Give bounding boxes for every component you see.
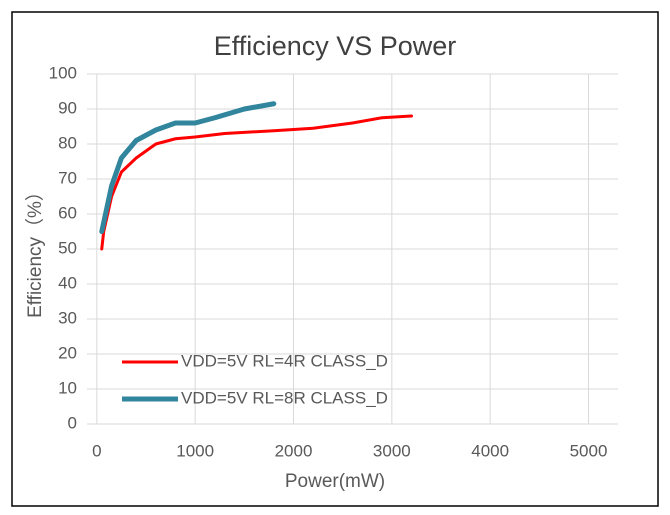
y-tick-label: 10 — [58, 378, 77, 397]
y-tick-label: 30 — [58, 308, 77, 327]
y-tick-label: 100 — [49, 63, 77, 82]
chart-frame — [11, 11, 659, 507]
x-tick-label: 1000 — [176, 441, 214, 460]
data-line — [100, 114, 413, 251]
y-tick-label: 20 — [58, 343, 77, 362]
y-tick-label: 50 — [58, 238, 77, 257]
x-axis-label: Power(mW) — [285, 471, 385, 492]
x-tick-label: 4000 — [471, 441, 509, 460]
x-tick-label: 2000 — [275, 441, 313, 460]
data-line — [99, 101, 277, 234]
y-tick-label: 80 — [58, 133, 77, 152]
chart-title: Efficiency VS Power — [214, 31, 457, 61]
x-tick-label: 3000 — [373, 441, 411, 460]
legend-label: VDD=5V RL=8R CLASS_D — [181, 388, 388, 407]
y-axis-label: Efficiency（%） — [24, 182, 46, 318]
x-tick-label: 0 — [92, 441, 101, 460]
y-tick-label: 90 — [58, 98, 77, 117]
y-tick-label: 0 — [68, 413, 77, 432]
y-tick-label: 60 — [58, 203, 77, 222]
x-tick-label: 5000 — [570, 441, 608, 460]
legend-label: VDD=5V RL=4R CLASS_D — [181, 351, 388, 370]
y-tick-label: 70 — [58, 168, 77, 187]
y-tick-label: 40 — [58, 273, 77, 292]
